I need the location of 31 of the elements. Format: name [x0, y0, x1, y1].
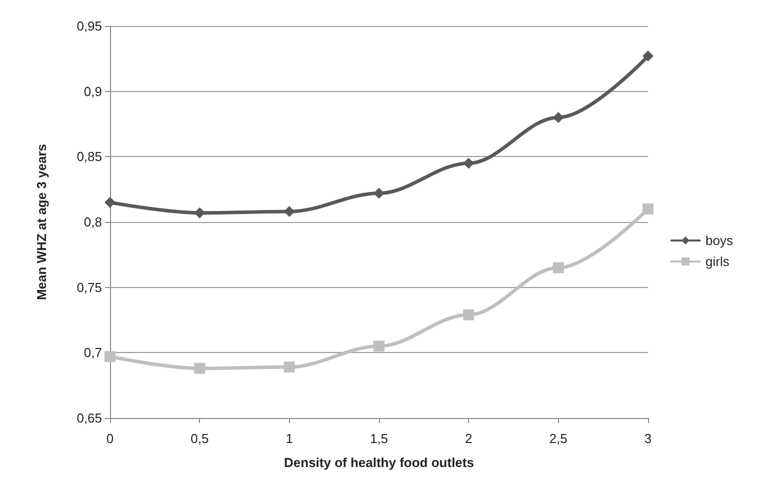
point	[642, 50, 654, 62]
point	[104, 196, 116, 208]
x-tick-label: 1	[286, 431, 293, 446]
point	[463, 158, 474, 169]
x-tick-label: 3	[644, 431, 652, 446]
y-tick-label: 0,85	[76, 149, 102, 164]
y-tick-label: 0,8	[84, 214, 102, 230]
y-tick-label: 0,7	[84, 345, 102, 360]
legend-label: girls	[706, 254, 730, 269]
y-tick-label: 0,75	[76, 280, 102, 295]
point	[642, 203, 654, 214]
legend-label: boys	[706, 233, 734, 248]
x-axis-title: Density of healthy food outlets	[284, 455, 474, 470]
y-tick-label: 0,9	[84, 84, 102, 99]
point	[104, 351, 116, 362]
x-tick-label: 1,5	[370, 431, 388, 446]
point	[552, 112, 564, 123]
point	[463, 309, 474, 320]
y-tick-label: 0,65	[76, 410, 102, 426]
x-tick-label: 0,5	[190, 431, 209, 446]
point	[374, 340, 384, 352]
point	[284, 362, 295, 373]
x-tick-label: 2,5	[549, 431, 568, 446]
point	[374, 188, 384, 199]
x-tick-label: 2	[465, 431, 472, 446]
x-tick-label: 0	[106, 431, 114, 446]
point	[194, 207, 206, 218]
point	[552, 262, 564, 274]
y-tick-label: 0,95	[76, 18, 102, 34]
point	[194, 362, 206, 374]
y-axis-title: Mean WHZ at age 3 years	[34, 144, 49, 300]
